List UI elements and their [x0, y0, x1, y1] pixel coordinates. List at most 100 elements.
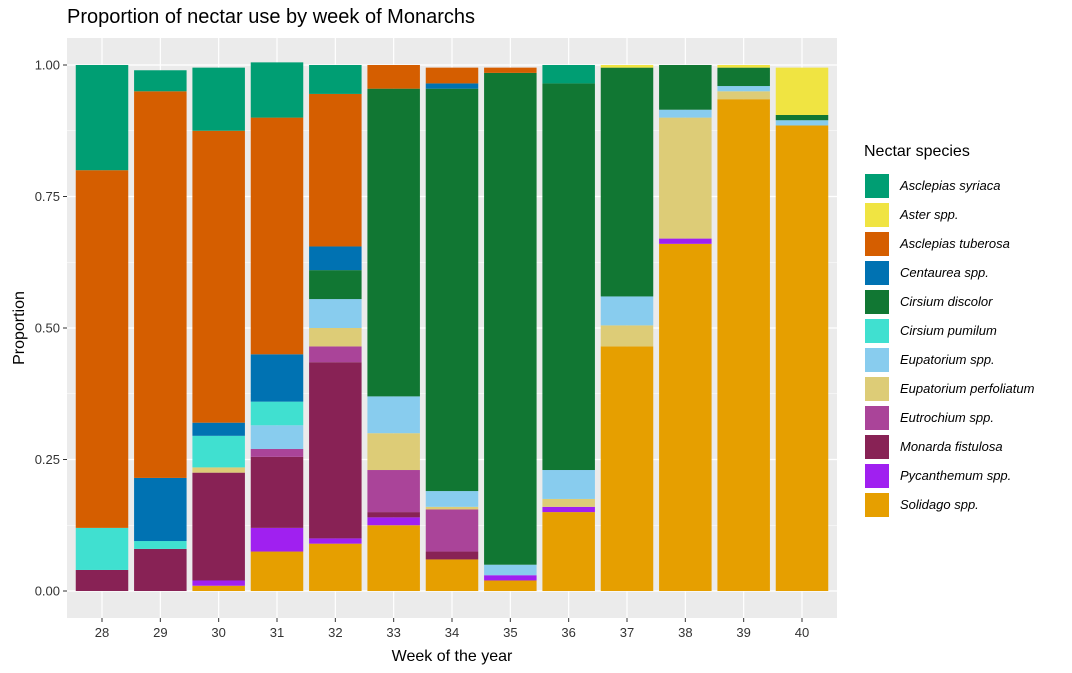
bar-segment [484, 575, 537, 581]
legend-key [864, 230, 890, 257]
legend-item: Cirsium discolor [864, 287, 1034, 316]
legend-key [864, 317, 890, 344]
bar-segment [484, 580, 537, 591]
bar-segment [134, 541, 187, 549]
bar-segment [192, 580, 245, 586]
bar-segment [659, 65, 712, 110]
x-tick-label: 37 [620, 625, 634, 640]
bar-segment [484, 67, 537, 73]
bars-layer [75, 62, 829, 592]
legend-items: Asclepias syriaca Aster spp. Asclepias tub… [864, 171, 1034, 519]
bar-segment [425, 491, 479, 507]
y-tick-label: 1.00 [35, 58, 60, 73]
bar-segment [367, 88, 420, 397]
legend-key [864, 288, 890, 315]
bar-segment [75, 527, 129, 570]
bar-segment [250, 448, 304, 457]
x-tick-label: 35 [503, 625, 517, 640]
legend-key [864, 201, 890, 228]
bar-segment [250, 551, 304, 591]
x-tick-label: 33 [386, 625, 400, 640]
bar-segment [250, 401, 304, 426]
bar-segment [600, 325, 654, 347]
legend-key [864, 346, 890, 373]
legend-label: Cirsium pumilum [900, 323, 997, 338]
legend-label: Pycanthemum spp. [900, 468, 1012, 483]
bar-segment [600, 296, 654, 326]
y-tick-label: 0.75 [35, 189, 60, 204]
bar-segment [542, 83, 595, 471]
legend-item: Eutrochium spp. [864, 403, 1034, 432]
bar-segment [542, 506, 595, 513]
bar-segment [717, 99, 770, 591]
legend-item: Pycanthemum spp. [864, 461, 1034, 490]
y-tick-label: 0.25 [35, 452, 60, 467]
bar-segment [192, 585, 245, 591]
legend-item: Cirsium pumilum [864, 316, 1034, 345]
legend-item: Centaurea spp. [864, 258, 1034, 287]
x-tick-label: 39 [736, 625, 750, 640]
bar-segment [367, 470, 420, 513]
legend-item: Asclepias syriaca [864, 171, 1034, 200]
legend-label: Asclepias syriaca [900, 178, 1001, 193]
legend-key [864, 404, 890, 431]
bar-segment [250, 62, 304, 118]
legend-item: Monarda fistulosa [864, 432, 1034, 461]
legend-item: Asclepias tuberosa [864, 229, 1034, 258]
bar-segment [484, 72, 537, 565]
bar-segment [309, 270, 362, 300]
bar-segment [542, 65, 595, 84]
bar-segment [250, 354, 304, 402]
bar-segment [542, 512, 595, 591]
bar-segment [250, 425, 304, 449]
legend-key [864, 259, 890, 286]
bar-segment [717, 65, 770, 68]
bar-segment [542, 498, 595, 507]
y-tick-label: 0.50 [35, 321, 60, 336]
bar-segment [309, 246, 362, 271]
legend-label: Eutrochium spp. [900, 410, 994, 425]
bar-segment [775, 120, 829, 126]
bar-segment [309, 93, 362, 247]
bar-segment [309, 328, 362, 347]
legend-title: Nectar species [864, 143, 970, 160]
legend-key [864, 433, 890, 460]
bar-segment [659, 117, 712, 239]
x-tick-label: 30 [211, 625, 225, 640]
bar-segment [659, 238, 712, 244]
bar-segment [134, 70, 187, 92]
bar-segment [717, 91, 770, 100]
bar-segment [75, 170, 129, 528]
x-tick-label: 34 [445, 625, 459, 640]
legend-label: Solidago spp. [900, 497, 979, 512]
legend: Nectar species Asclepias syriaca Aster sp… [864, 143, 1034, 519]
legend-key [864, 375, 890, 402]
y-axis-title: Proportion [11, 291, 28, 365]
bar-segment [309, 543, 362, 591]
bar-segment [484, 564, 537, 576]
bar-segment [309, 538, 362, 544]
legend-key [864, 172, 890, 199]
bar-segment [134, 477, 187, 542]
legend-label: Monarda fistulosa [900, 439, 1003, 454]
bar-segment [775, 67, 829, 115]
legend-key [864, 462, 890, 489]
bar-segment [775, 125, 829, 592]
legend-item: Eupatorium spp. [864, 345, 1034, 374]
legend-key [864, 491, 890, 518]
bar-segment [367, 65, 420, 89]
legend-label: Eupatorium spp. [900, 352, 995, 367]
y-tick-label: 0.00 [35, 584, 60, 599]
legend-label: Eupatorium perfoliatum [900, 381, 1035, 396]
bar-segment [717, 67, 770, 87]
x-tick-label: 32 [328, 625, 342, 640]
bar-segment [192, 67, 245, 131]
bar-segment [425, 509, 479, 552]
bar-segment [134, 548, 187, 591]
bar-segment [192, 435, 245, 468]
bar-segment [425, 506, 479, 510]
bar-segment [250, 117, 304, 355]
bar-segment [134, 91, 187, 478]
bar-segment [367, 396, 420, 434]
bar-segment [309, 65, 362, 94]
